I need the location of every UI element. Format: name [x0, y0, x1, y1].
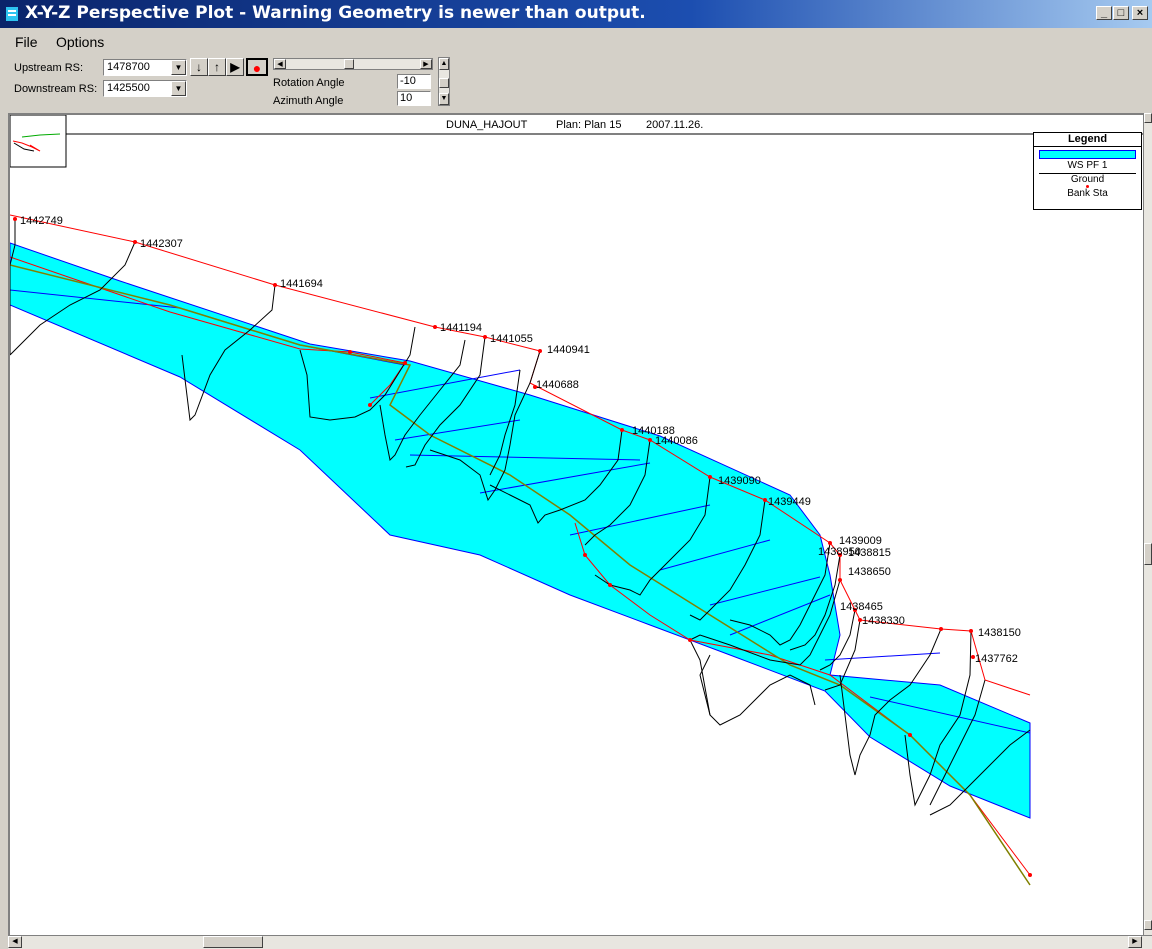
scroll-down-icon[interactable]: ▼ — [439, 93, 449, 105]
downstream-select[interactable]: 1425500 ▼ — [103, 80, 187, 97]
scroll-up-icon[interactable] — [1144, 113, 1152, 123]
plot-river-name: DUNA_HAJOUT — [446, 119, 528, 131]
bank-line — [10, 214, 1031, 696]
close-button[interactable]: × — [1132, 6, 1148, 20]
station-label: 1438150 — [978, 627, 1021, 639]
horizontal-scrollbar[interactable]: ◀ ▶ — [8, 935, 1152, 949]
legend-ground-label: Ground — [1070, 174, 1105, 185]
station-label: 1441194 — [440, 322, 483, 334]
rotation-input[interactable]: -10 — [397, 74, 431, 89]
arrow-down-icon: ↓ — [196, 60, 202, 74]
menu-file[interactable]: File — [15, 34, 38, 50]
station-label: 1440086 — [655, 435, 698, 447]
scroll-left-icon[interactable]: ◀ — [8, 936, 22, 948]
horizontal-scroll-thumb[interactable] — [203, 936, 263, 948]
station-label: 1442307 — [140, 238, 183, 250]
legend-bank-label: Bank Sta — [1067, 188, 1108, 199]
station-label: 1438465 — [840, 601, 883, 613]
minimap[interactable] — [10, 115, 67, 168]
legend-ws-swatch — [1039, 150, 1136, 159]
window-title: X-Y-Z Perspective Plot - Warning Geometr… — [25, 3, 646, 23]
play-icon: ▶ — [230, 60, 240, 74]
legend-bank-dot — [1086, 185, 1089, 188]
bank-station-markers — [13, 217, 1032, 877]
play-button[interactable]: ▶ — [226, 58, 244, 76]
minimize-button[interactable]: _ — [1096, 6, 1112, 20]
station-label: 1442749 — [20, 215, 63, 227]
arrow-up-icon: ↑ — [214, 60, 220, 74]
station-label: 1440688 — [536, 379, 579, 391]
azimuth-input[interactable]: 10 — [397, 91, 431, 106]
station-label: 1440941 — [547, 344, 590, 356]
scroll-left-icon[interactable]: ◀ — [274, 59, 286, 69]
record-button[interactable]: ● — [246, 58, 268, 76]
chevron-down-icon[interactable]: ▼ — [171, 81, 186, 96]
plot-date: 2007.11.26. — [646, 119, 704, 131]
station-label: 1441055 — [490, 333, 533, 345]
scroll-down-icon[interactable] — [1144, 920, 1152, 930]
move-up-button[interactable]: ↑ — [208, 58, 226, 76]
station-label: 1439449 — [768, 496, 811, 508]
legend-ground-swatch — [1039, 173, 1136, 174]
downstream-value: 1425500 — [107, 82, 150, 94]
legend: Legend WS PF 1 Ground Bank Sta — [1033, 132, 1142, 210]
station-label: 1438815 — [848, 547, 891, 559]
station-label: 1438950 — [818, 546, 861, 558]
vertical-scroll-thumb[interactable] — [1144, 543, 1152, 565]
channel-line — [10, 264, 1031, 886]
plot-area[interactable]: DUNA_HAJOUT Plan: Plan 15 2007.11.26. 14… — [8, 113, 1144, 935]
menu-bar: File Options — [0, 28, 1152, 50]
scroll-right-icon[interactable]: ▶ — [1128, 936, 1142, 948]
menu-options[interactable]: Options — [56, 34, 105, 50]
vertical-scrollbar[interactable] — [1143, 113, 1152, 935]
scroll-right-icon[interactable]: ▶ — [420, 59, 432, 69]
maximize-button[interactable]: □ — [1113, 6, 1129, 20]
scroll-up-icon[interactable]: ▲ — [439, 58, 449, 70]
move-down-button[interactable]: ↓ — [190, 58, 208, 76]
station-label: 1439090 — [718, 475, 761, 487]
station-label: 1438330 — [862, 615, 905, 627]
azimuth-label: Azimuth Angle — [273, 95, 344, 107]
chevron-down-icon[interactable]: ▼ — [171, 60, 186, 75]
ground-lines — [10, 219, 1031, 816]
azimuth-slider[interactable]: ▲ ▼ — [438, 57, 450, 106]
legend-ws-label: WS PF 1 — [1067, 160, 1108, 171]
perspective-plot — [10, 115, 1144, 886]
upstream-label: Upstream RS: — [14, 62, 84, 74]
upstream-select[interactable]: 1478700 ▼ — [103, 59, 187, 76]
record-icon: ● — [252, 60, 262, 76]
station-label: 1439009 — [839, 535, 882, 547]
rotation-label: Rotation Angle — [273, 77, 345, 89]
app-icon — [6, 7, 18, 21]
plot-plan-name: Plan: Plan 15 — [556, 119, 622, 131]
azimuth-slider-thumb[interactable] — [439, 78, 449, 88]
station-label: 1437762 — [975, 653, 1018, 665]
rotation-slider[interactable]: ◀ ▶ — [273, 58, 433, 70]
station-label: 1441694 — [280, 278, 323, 290]
water-surface — [10, 242, 1031, 819]
station-label: 1440188 — [632, 425, 675, 437]
rotation-slider-thumb[interactable] — [344, 59, 354, 69]
downstream-label: Downstream RS: — [14, 83, 98, 95]
upstream-value: 1478700 — [107, 61, 150, 73]
legend-title: Legend — [1034, 133, 1141, 147]
station-label: 1438650 — [848, 566, 891, 578]
title-bar: X-Y-Z Perspective Plot - Warning Geometr… — [0, 0, 1152, 28]
